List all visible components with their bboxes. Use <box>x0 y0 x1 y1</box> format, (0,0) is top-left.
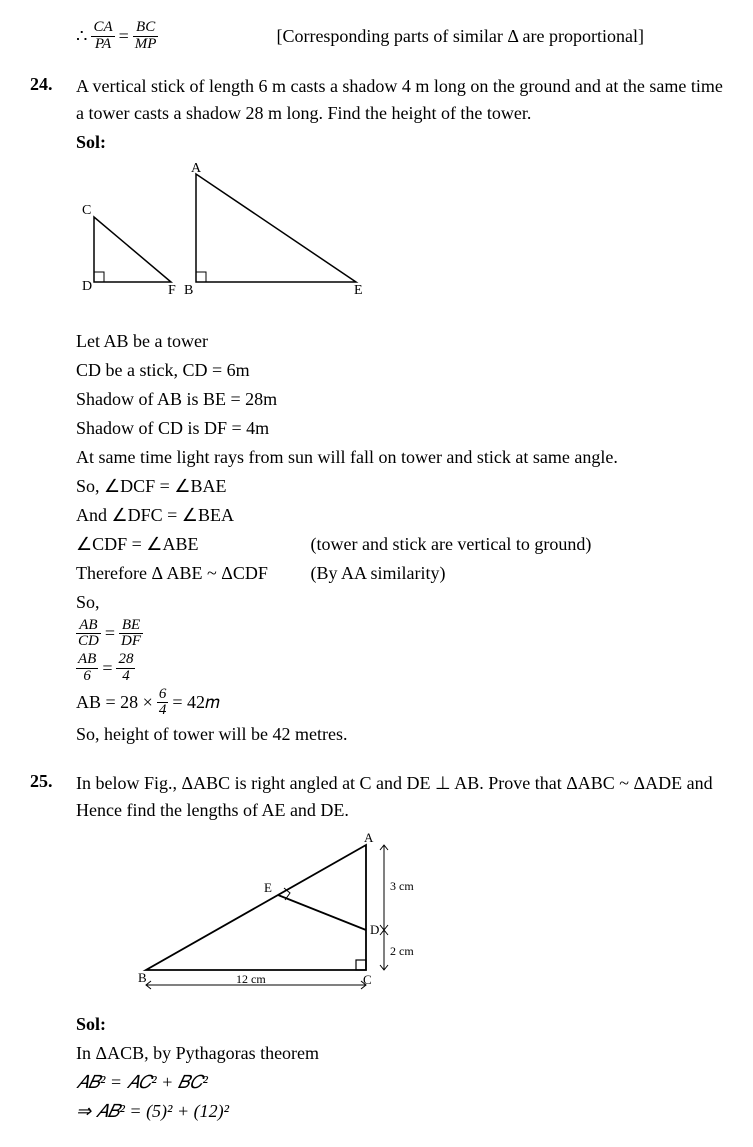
label-C: C <box>82 203 91 218</box>
question-25: 25. In below Fig., ΔABC is right angled … <box>30 768 723 1127</box>
label-D2: D <box>370 922 379 937</box>
q25-l1: In ΔACB, by Pythagoras theorem <box>76 1040 723 1067</box>
top-note: [Corresponding parts of similar Δ are pr… <box>276 23 644 50</box>
q25-l3: ⇒ 𝐴𝐵² = (5)² + (12)² <box>76 1098 723 1125</box>
label-D: D <box>82 279 92 294</box>
q24-l3: Shadow of AB is BE = 28m <box>76 386 723 413</box>
q24-l6: So, ∠DCF = ∠BAE <box>76 473 723 500</box>
q25-diagram: A B C D E 12 cm 3 cm 2 cm <box>76 830 723 1003</box>
q24-l9: Therefore Δ ABE ~ ΔCDF (By AA similarity… <box>76 560 723 587</box>
equals-1: = <box>119 23 129 50</box>
bc-label: 12 cm <box>236 972 266 986</box>
label-F: F <box>168 283 176 298</box>
q25-number: 25. <box>30 768 76 795</box>
q25-l2: 𝐴𝐵² = 𝐴𝐶² + 𝐵𝐶² <box>76 1069 723 1096</box>
frac-ca-pa: CA PA <box>91 20 114 53</box>
label-B: B <box>184 283 193 298</box>
q24-sol-label: Sol: <box>76 129 723 156</box>
label-E: E <box>354 283 363 298</box>
label-A2: A <box>364 830 374 845</box>
carryover-line: ∴ CA PA = BC MP [Corresponding parts of … <box>76 20 723 53</box>
dc-label: 2 cm <box>390 944 414 958</box>
q24-l4: Shadow of CD is DF = 4m <box>76 415 723 442</box>
ad-label: 3 cm <box>390 879 414 893</box>
q24-l1: Let AB be a tower <box>76 328 723 355</box>
q24-frac2: AB6 = 284 <box>76 652 723 685</box>
therefore-symbol: ∴ <box>76 23 87 50</box>
question-24: 24. A vertical stick of length 6 m casts… <box>30 71 723 751</box>
q24-l7: And ∠DFC = ∠BEA <box>76 502 723 529</box>
label-E2: E <box>264 880 272 895</box>
label-A: A <box>191 162 202 176</box>
q24-frac1: ABCD = BEDF <box>76 618 723 651</box>
q24-calc: AB = 28 × 64 = 42𝑚 <box>76 687 723 720</box>
q24-l2: CD be a stick, CD = 6m <box>76 357 723 384</box>
frac-bc-mp: BC MP <box>133 20 159 53</box>
q24-text: A vertical stick of length 6 m casts a s… <box>76 73 723 127</box>
q24-l10: So, <box>76 589 723 616</box>
q24-number: 24. <box>30 71 76 98</box>
q24-diagram: D F C B E A <box>76 162 723 320</box>
q24-conclusion: So, height of tower will be 42 metres. <box>76 721 723 748</box>
label-B2: B <box>138 970 147 985</box>
q24-l8: ∠CDF = ∠ABE (tower and stick are vertica… <box>76 531 723 558</box>
q25-text: In below Fig., ΔABC is right angled at C… <box>76 770 723 824</box>
q25-sol-label: Sol: <box>76 1011 723 1038</box>
q24-l5: At same time light rays from sun will fa… <box>76 444 723 471</box>
